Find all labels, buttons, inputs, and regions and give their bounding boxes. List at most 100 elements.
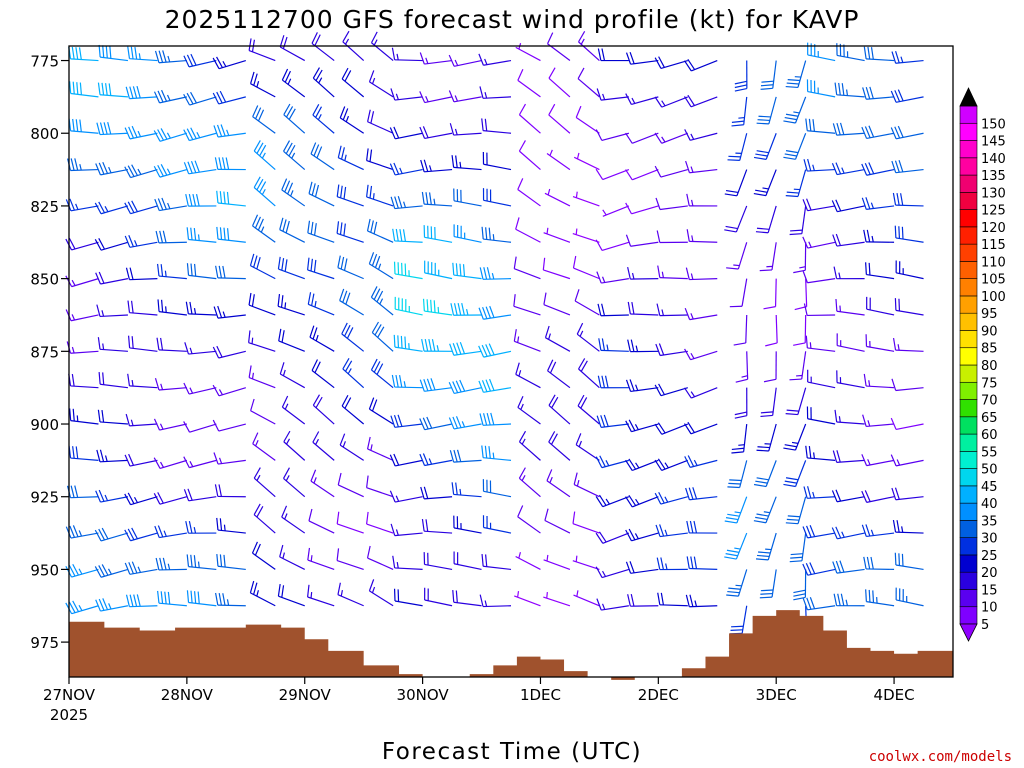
wind-barb — [249, 71, 276, 98]
y-tick-label: 800 — [30, 125, 59, 143]
wind-barb — [595, 566, 630, 579]
wind-barb — [727, 460, 748, 489]
wind-barb — [94, 527, 129, 542]
wind-barb — [597, 48, 629, 62]
wind-barb — [450, 303, 482, 316]
colorbar-label: 65 — [981, 411, 998, 426]
wind-barb — [482, 188, 512, 207]
credit-text: coolwx.com/models — [869, 749, 1012, 765]
wind-barb — [154, 50, 187, 64]
wind-barb — [368, 579, 394, 607]
wind-barb — [421, 338, 453, 352]
wind-barb — [65, 600, 99, 615]
colorbar-label: 140 — [981, 152, 1006, 167]
wind-barb — [124, 125, 158, 140]
wind-barb — [278, 328, 305, 352]
x-tick-label: 3DEC — [756, 686, 797, 704]
wind-barb — [366, 148, 394, 171]
wind-barb — [308, 508, 335, 534]
wind-barb — [572, 228, 600, 243]
wind-barb — [573, 590, 600, 607]
wind-barb — [515, 362, 541, 389]
wind-barb — [308, 181, 335, 207]
wind-barb — [337, 255, 364, 280]
wind-barb — [124, 527, 158, 542]
y-tick-label: 775 — [30, 53, 59, 71]
wind-barb — [337, 472, 364, 498]
wind-barb — [724, 532, 748, 560]
wind-barb — [783, 133, 807, 160]
colorbar-label: 25 — [981, 549, 998, 564]
wind-barb — [391, 374, 423, 389]
wind-barb — [832, 233, 865, 247]
wind-barb — [756, 423, 777, 452]
colorbar-swatch — [959, 122, 978, 141]
colorbar-swatch — [959, 468, 978, 487]
wind-barb — [861, 125, 895, 140]
wind-barb — [863, 373, 895, 389]
x-tick-label: 27NOV — [43, 686, 96, 704]
colorbar-label: 10 — [981, 601, 998, 616]
wind-barb — [479, 86, 512, 99]
wind-barb — [595, 129, 630, 141]
wind-barb — [186, 590, 217, 607]
wind-barb — [124, 200, 158, 215]
plot-frame — [68, 45, 954, 678]
wind-barb — [307, 292, 335, 316]
colorbar-swatch — [959, 433, 978, 452]
wind-barb — [890, 417, 924, 431]
colorbar-label: 45 — [981, 480, 998, 495]
colorbar-label: 135 — [981, 169, 1006, 184]
wind-barb — [366, 218, 394, 243]
wind-barb — [731, 96, 748, 127]
wind-barb — [451, 482, 482, 498]
wind-barb — [625, 561, 659, 574]
colorbar-label: 85 — [981, 342, 998, 357]
wind-barb — [389, 490, 423, 503]
wind-barb — [419, 52, 453, 65]
wind-barb — [252, 105, 276, 134]
wind-barb — [654, 383, 688, 397]
wind-barb — [366, 184, 394, 207]
wind-barb — [756, 96, 777, 125]
wind-barb — [185, 521, 217, 534]
x-tick-label: 2DEC — [638, 686, 679, 704]
wind-barb — [65, 525, 99, 539]
colorbar-swatch — [959, 261, 978, 279]
colorbar-swatch — [959, 416, 978, 435]
wind-barb — [366, 436, 394, 461]
wind-barb — [482, 479, 512, 498]
wind-barb — [366, 475, 394, 498]
surface-terrain — [69, 610, 953, 680]
wind-barb — [253, 503, 276, 534]
wind-barb — [96, 122, 128, 136]
wind-barb — [216, 190, 246, 207]
wind-barb — [186, 263, 217, 280]
wind-barb — [157, 299, 187, 316]
colorbar-label: 110 — [981, 255, 1006, 270]
wind-barb — [155, 557, 187, 571]
wind-barb — [419, 378, 453, 392]
wind-barb — [862, 414, 895, 428]
wind-barb — [279, 362, 306, 389]
wind-barb — [863, 229, 895, 243]
colorbar-swatch — [959, 554, 978, 573]
wind-barb — [339, 288, 364, 316]
wind-barb — [865, 589, 895, 607]
wind-barb — [575, 105, 600, 134]
wind-barb — [834, 82, 865, 98]
wind-barb — [806, 406, 836, 425]
wind-barb — [832, 450, 865, 463]
wind-barb — [185, 193, 217, 207]
wind-barb — [891, 378, 924, 392]
wind-barb — [368, 252, 394, 280]
wind-barb — [803, 486, 836, 499]
wind-barb — [336, 184, 364, 207]
wind-barb — [572, 555, 600, 570]
wind-barb — [448, 379, 482, 395]
wind-barb — [543, 292, 571, 316]
wind-barb — [654, 96, 689, 108]
wind-barb — [657, 265, 688, 280]
colorbar-label: 150 — [981, 117, 1006, 132]
wind-barb — [734, 387, 748, 419]
